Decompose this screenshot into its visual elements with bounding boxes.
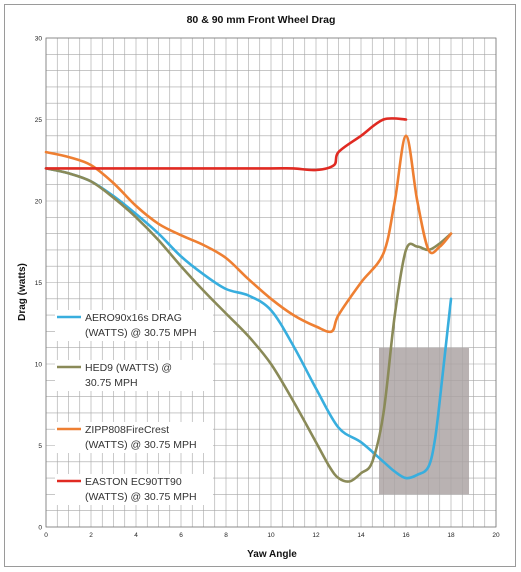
chart-title: 80 & 90 mm Front Wheel Drag xyxy=(187,14,336,26)
y-tick-label: 0 xyxy=(38,525,42,532)
x-tick-label: 8 xyxy=(224,532,228,539)
x-tick-label: 18 xyxy=(447,532,455,539)
x-axis-title: Yaw Angle xyxy=(247,549,297,560)
x-tick-label: 16 xyxy=(402,532,410,539)
x-tick-label: 14 xyxy=(357,532,365,539)
series-line-2 xyxy=(44,134,453,334)
y-axis-title: Drag (watts) xyxy=(17,263,28,321)
legend-label-0: AERO90x16s DRAG xyxy=(85,312,182,324)
legend-label-2: (WATTS) @ 30.75 MPH xyxy=(85,439,197,451)
x-tick-label: 4 xyxy=(134,532,138,539)
x-tick-label: 2 xyxy=(89,532,93,539)
y-tick-label: 10 xyxy=(35,362,43,369)
chart-frame: 80 & 90 mm Front Wheel Drag 0 2 4 6 8 10 12 14 1… xyxy=(4,4,516,567)
tick-labels: 0 2 4 6 8 10 12 14 16 18 20 0 5 10 15 20 25 30 xyxy=(35,36,500,540)
series-line-0 xyxy=(44,167,453,480)
x-tick-label: 0 xyxy=(44,532,48,539)
legend-label-1: 30.75 MPH xyxy=(85,377,138,389)
legend: AERO90x16s DRAG (WATTS) @ 30.75 MPH HED9 (… xyxy=(55,310,213,505)
x-tick-label: 12 xyxy=(312,532,320,539)
legend-item-bg xyxy=(55,422,213,453)
y-tick-label: 5 xyxy=(38,443,42,450)
y-tick-label: 30 xyxy=(35,36,43,43)
legend-label-0: (WATTS) @ 30.75 MPH xyxy=(85,327,197,339)
legend-label-3: (WATTS) @ 30.75 MPH xyxy=(85,491,197,503)
legend-item-bg xyxy=(55,360,213,391)
legend-label-1: HED9 (WATTS) @ xyxy=(85,362,172,374)
y-tick-label: 15 xyxy=(35,280,43,287)
x-tick-label: 10 xyxy=(267,532,275,539)
x-tick-label: 6 xyxy=(179,532,183,539)
series-line-1 xyxy=(44,167,453,483)
x-tick-label: 20 xyxy=(492,532,500,539)
legend-label-3: EASTON EC90TT90 xyxy=(85,476,182,488)
series-line-3 xyxy=(44,117,408,172)
plot-border xyxy=(45,37,497,528)
legend-item-bg xyxy=(55,474,213,505)
legend-item-bg xyxy=(55,310,213,341)
y-tick-label: 20 xyxy=(35,199,43,206)
series-layer xyxy=(44,117,453,483)
legend-label-2: ZIPP808FireCrest xyxy=(85,424,169,436)
chart-svg: 80 & 90 mm Front Wheel Drag 0 2 4 6 8 10 12 14 1… xyxy=(17,14,500,560)
y-tick-label: 25 xyxy=(35,117,43,124)
